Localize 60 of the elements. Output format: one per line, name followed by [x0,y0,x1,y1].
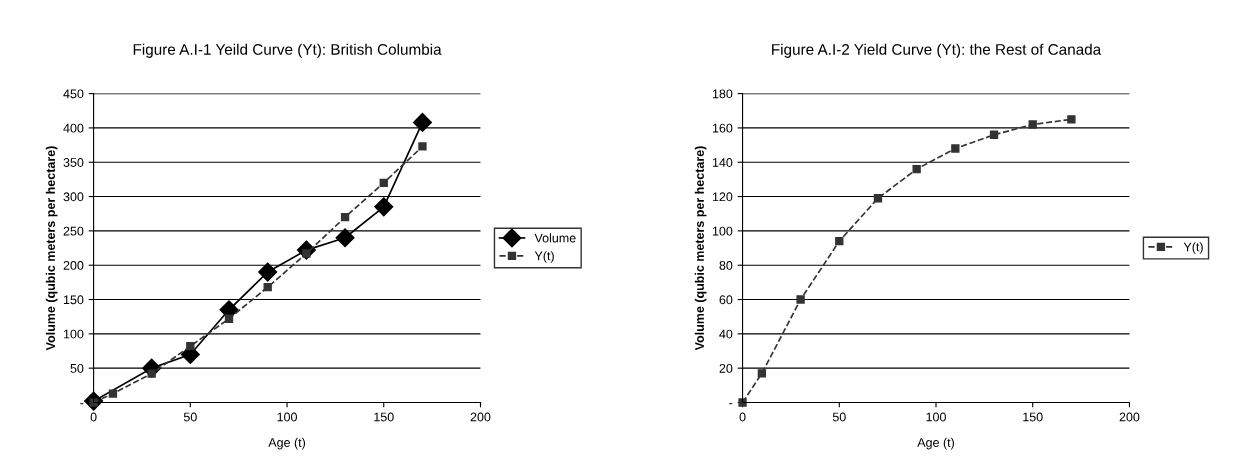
x-tick-label: 50 [832,412,846,422]
legend-label: Y(t) [1183,242,1203,254]
y-tick-label: 200 [63,261,84,270]
point [757,369,767,378]
point [796,295,805,304]
point [989,130,999,139]
x-tick-label: 50 [183,412,197,422]
point [147,369,156,378]
point [263,282,272,292]
point [340,212,350,222]
point [108,389,118,398]
point [873,194,883,203]
point [912,164,921,174]
x-tick-label: 100 [926,412,946,422]
y-tick-label: 60 [719,295,733,305]
y-axis-title: Volume (qubic meters per hectare) [694,146,707,351]
chart-title: Figure A.I-2 Yield Curve (Yt): the Rest of Canada [772,43,1102,58]
y-axis-title: Volume (qubic meters per hectare) [45,146,58,351]
x-tick-label: 200 [1119,412,1140,422]
x-tick-label: 100 [277,412,297,422]
y-tick-label: 120 [712,192,733,202]
y-tick-label: 180 [712,89,733,99]
point [335,228,355,248]
y-tick-label: 140 [712,158,733,167]
y-tick-label: 80 [719,261,733,270]
chart-title: Figure A.I-1 Yeild Curve (Yt): British Columbia [133,43,442,58]
point [951,144,960,153]
y-tick-label: 400 [63,123,84,133]
point [835,237,844,246]
y-tick-label: 160 [712,123,733,133]
point [412,112,432,132]
y-tick-label: - [729,403,733,405]
y-tick-label: 40 [719,329,733,339]
x-tick-label: 0 [739,412,746,422]
point [374,197,394,217]
y-tick-label: 20 [719,363,733,373]
x-tick-label: 150 [374,412,394,422]
point [418,142,427,151]
x-tick-label: 150 [1023,412,1043,422]
y-tick-label: 300 [63,192,84,202]
y-tick-label: 100 [63,329,84,339]
point [258,262,278,282]
legend-label: Volume [534,233,576,243]
x-tick-label: 0 [90,412,97,422]
y-tick-label: - [80,403,84,405]
point [186,342,195,351]
y-tick-label: 50 [70,363,84,373]
legend-label: Y(t) [534,251,554,263]
x-tick-label: 200 [470,412,491,422]
y-tick-label: 100 [712,226,733,236]
y-tick-label: 350 [63,158,84,167]
point [379,178,388,187]
x-axis-title: Age (t) [268,437,306,450]
x-axis-title: Age (t) [917,437,954,450]
point [224,314,234,323]
y-tick-label: 450 [63,89,84,99]
y-tick-label: 150 [63,295,84,305]
y-tick-label: 250 [63,226,84,236]
point [1067,115,1076,124]
point [1028,120,1037,129]
